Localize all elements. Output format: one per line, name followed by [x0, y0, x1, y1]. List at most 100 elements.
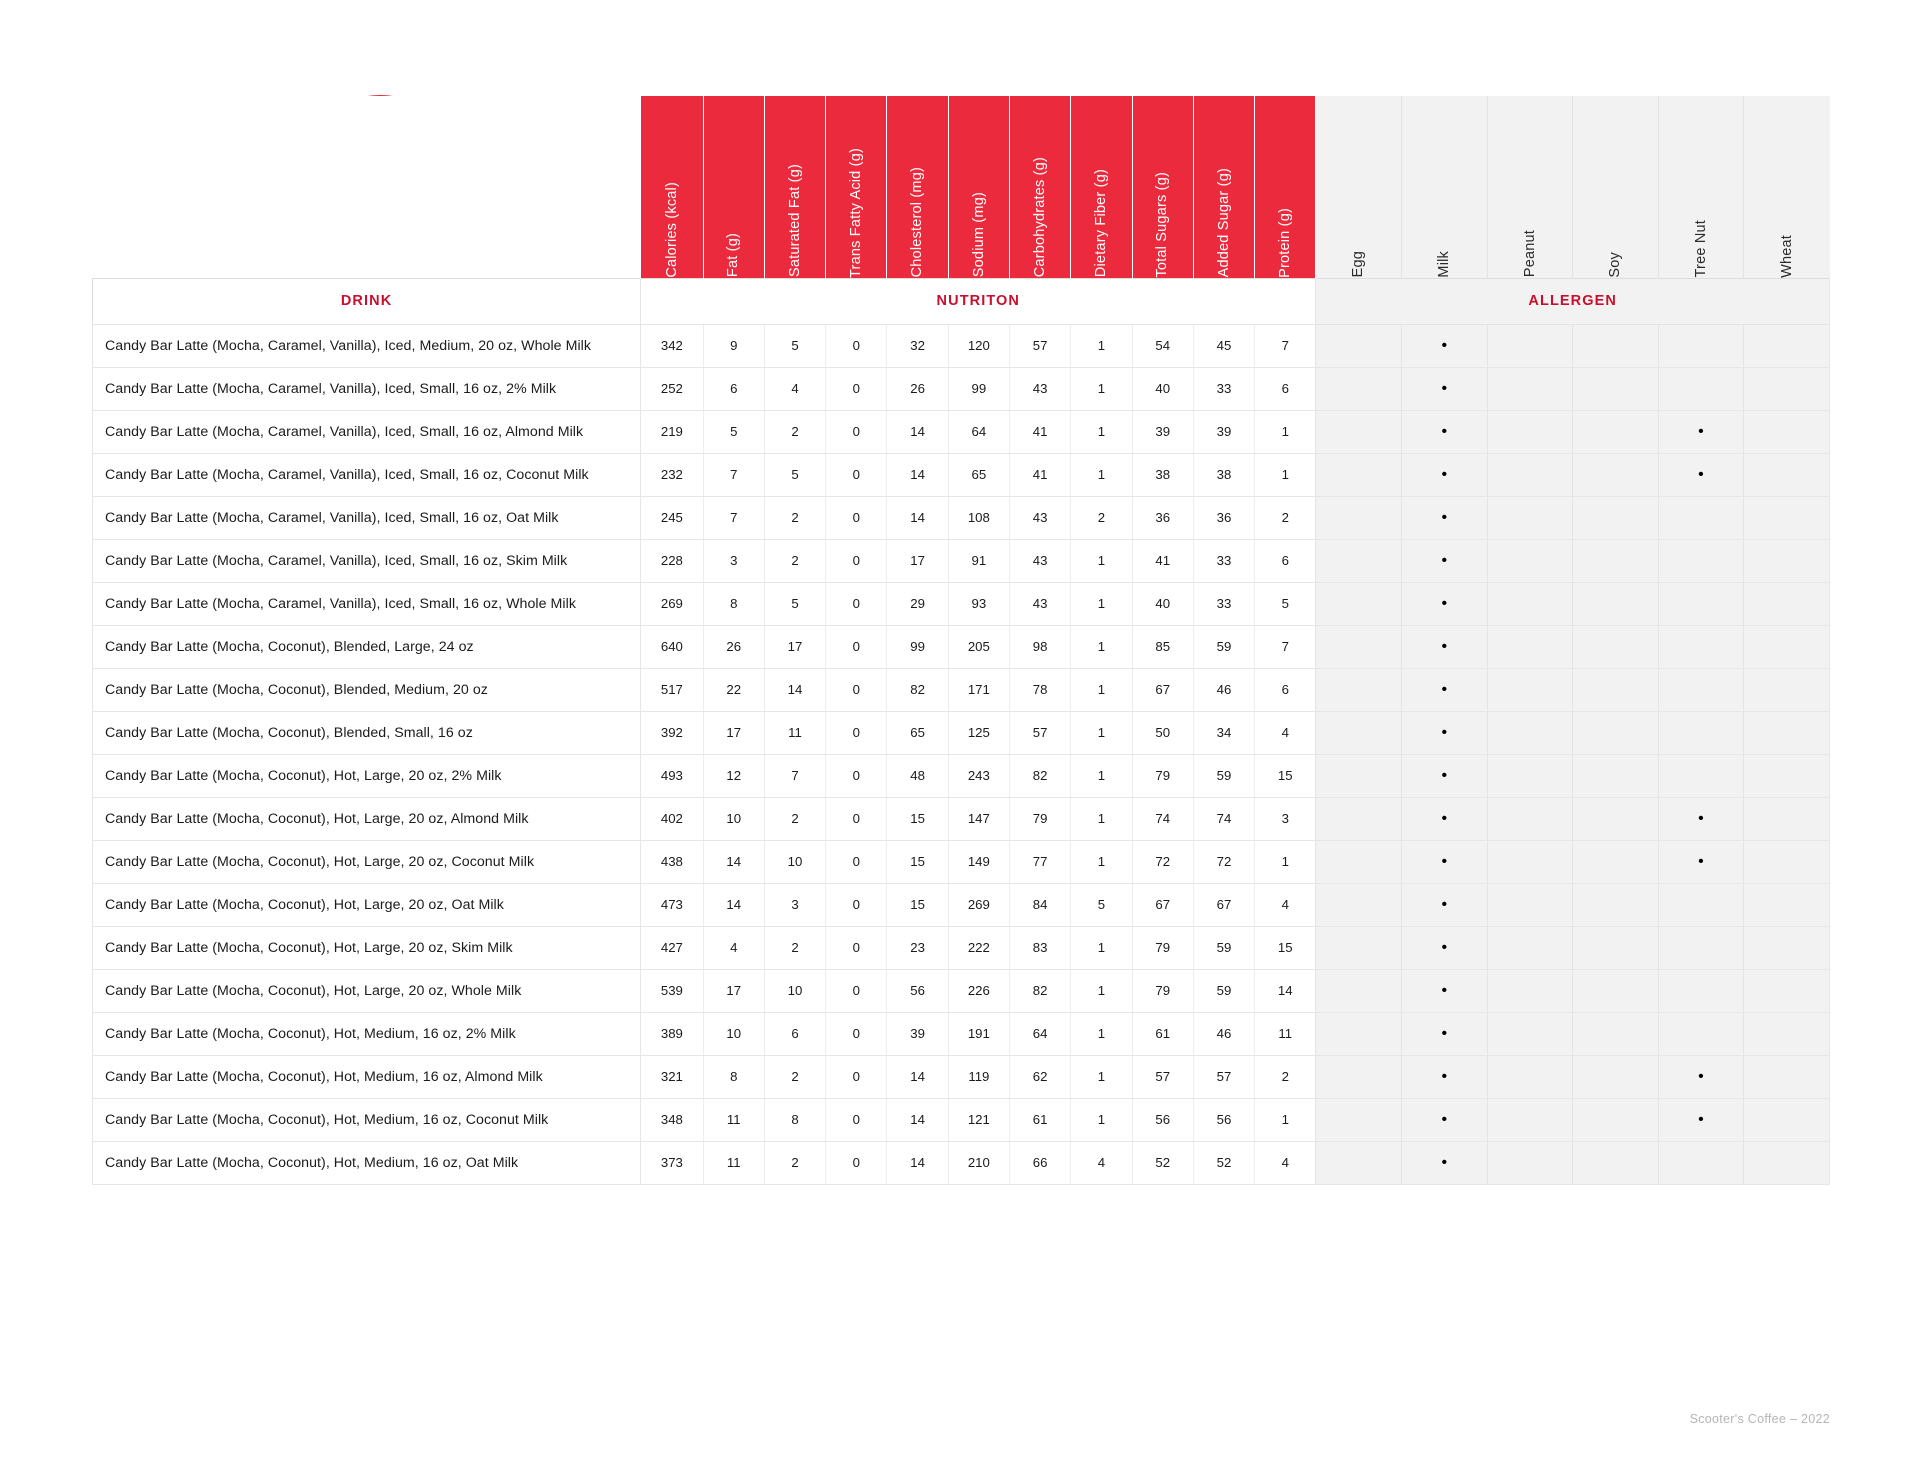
- allergen-marker-cell: [1743, 840, 1830, 884]
- nutrition-value-cell: 41: [1132, 539, 1194, 583]
- allergen-marker-cell: [1315, 883, 1402, 927]
- allergen-marker-cell: [1487, 754, 1574, 798]
- allergen-dot-icon: •: [1698, 810, 1704, 827]
- nutrition-value-cell: 79: [1132, 926, 1194, 970]
- nutrition-value-cell: 82: [1009, 754, 1072, 798]
- table-row: Candy Bar Latte (Mocha, Coconut), Blende…: [91, 668, 1830, 712]
- nutrition-value-cell: 108: [948, 496, 1011, 540]
- nutrition-value-cell: 50: [1132, 711, 1194, 755]
- allergen-marker-cell: [1315, 754, 1402, 798]
- allergen-marker-cell: [1487, 840, 1574, 884]
- nutrition-value-cell: 0: [825, 668, 888, 712]
- allergen-dot-icon: •: [1441, 595, 1448, 612]
- allergen-marker-cell: •: [1401, 453, 1488, 497]
- nutrition-value-cell: 61: [1132, 1012, 1194, 1056]
- allergen-dot-icon: •: [1441, 810, 1448, 827]
- nutrition-value-cell: 43: [1009, 582, 1072, 626]
- allergen-marker-cell: [1572, 1012, 1659, 1056]
- drink-name-cell: Candy Bar Latte (Mocha, Coconut), Blende…: [91, 668, 642, 712]
- allergen-marker-cell: [1315, 797, 1402, 841]
- nutrition-value-cell: 539: [640, 969, 704, 1013]
- allergen-dot-icon: •: [1441, 509, 1448, 526]
- table-row: Candy Bar Latte (Mocha, Coconut), Hot, M…: [91, 1055, 1830, 1099]
- nutrition-value-cell: 1: [1070, 711, 1133, 755]
- allergen-marker-cell: [1572, 410, 1659, 454]
- allergen-col-header-tree-nut: Tree Nut: [1657, 96, 1744, 278]
- allergen-marker-cell: [1743, 1055, 1830, 1099]
- allergen-marker-cell: [1315, 1055, 1402, 1099]
- nutrition-value-cell: 1: [1070, 453, 1133, 497]
- nutrition-value-cell: 0: [825, 840, 888, 884]
- drink-name-cell: Candy Bar Latte (Mocha, Coconut), Hot, L…: [91, 969, 642, 1013]
- nutrition-value-cell: 15: [886, 797, 949, 841]
- allergen-dot-icon: •: [1698, 466, 1704, 483]
- allergen-marker-cell: [1658, 324, 1745, 368]
- group-header-row: DRINK NUTRITON ALLERGEN: [91, 277, 1830, 325]
- table-row: Candy Bar Latte (Mocha, Caramel, Vanilla…: [91, 582, 1830, 626]
- allergen-marker-cell: [1487, 1012, 1574, 1056]
- table-row: Candy Bar Latte (Mocha, Coconut), Hot, M…: [91, 1141, 1830, 1185]
- nutrition-value-cell: 33: [1193, 539, 1256, 583]
- drink-name-cell: Candy Bar Latte (Mocha, Caramel, Vanilla…: [91, 410, 642, 454]
- allergen-col-header-egg: Egg: [1315, 96, 1402, 278]
- nutrition-value-cell: 10: [764, 840, 827, 884]
- allergen-dot-icon: •: [1441, 853, 1448, 870]
- nutrition-value-cell: 17: [764, 625, 827, 669]
- nutrition-value-cell: 32: [886, 324, 949, 368]
- nutrition-value-cell: 1: [1070, 969, 1133, 1013]
- nutrition-value-cell: 191: [948, 1012, 1011, 1056]
- nutrition-value-cell: 39: [1132, 410, 1194, 454]
- nutrition-value-cell: 67: [1132, 883, 1194, 927]
- nutrition-value-cell: 269: [640, 582, 704, 626]
- allergen-dot-icon: •: [1441, 724, 1448, 741]
- nutrition-value-cell: 36: [1132, 496, 1194, 540]
- table-row: Candy Bar Latte (Mocha, Coconut), Hot, L…: [91, 969, 1830, 1013]
- nutrition-value-cell: 15: [1254, 754, 1317, 798]
- allergen-marker-cell: [1487, 1098, 1574, 1142]
- nutrition-value-cell: 232: [640, 453, 704, 497]
- allergen-marker-cell: •: [1401, 840, 1488, 884]
- nutrition-value-cell: 2: [1254, 1055, 1317, 1099]
- nutrition-value-cell: 342: [640, 324, 704, 368]
- nutrition-value-cell: 83: [1009, 926, 1072, 970]
- nutrition-value-cell: 147: [948, 797, 1011, 841]
- drink-name-cell: Candy Bar Latte (Mocha, Caramel, Vanilla…: [91, 453, 642, 497]
- allergen-marker-cell: •: [1401, 1141, 1488, 1185]
- nutrition-value-cell: 1: [1070, 625, 1133, 669]
- table-row: Candy Bar Latte (Mocha, Caramel, Vanilla…: [91, 410, 1830, 454]
- allergen-marker-cell: [1743, 926, 1830, 970]
- allergen-marker-cell: •: [1401, 367, 1488, 411]
- nutrition-value-cell: 23: [886, 926, 949, 970]
- nutrition-value-cell: 517: [640, 668, 704, 712]
- allergen-dot-icon: •: [1441, 1154, 1448, 1171]
- allergen-marker-cell: [1572, 926, 1659, 970]
- allergen-marker-cell: [1572, 539, 1659, 583]
- drink-name-cell: Candy Bar Latte (Mocha, Coconut), Hot, M…: [91, 1012, 642, 1056]
- nutrition-value-cell: 4: [703, 926, 765, 970]
- drink-name-cell: Candy Bar Latte (Mocha, Coconut), Hot, L…: [91, 883, 642, 927]
- nutrition-value-cell: 1: [1070, 1055, 1133, 1099]
- nutrition-value-cell: 2: [1070, 496, 1133, 540]
- drink-name-cell: Candy Bar Latte (Mocha, Caramel, Vanilla…: [91, 367, 642, 411]
- table-row: Candy Bar Latte (Mocha, Coconut), Blende…: [91, 625, 1830, 669]
- nutrition-value-cell: 210: [948, 1141, 1011, 1185]
- nutrition-value-cell: 0: [825, 1098, 888, 1142]
- nutrition-value-cell: 14: [764, 668, 827, 712]
- allergen-dot-icon: •: [1441, 982, 1448, 999]
- nutrition-col-header-saturated-fat: Saturated Fat (g): [763, 96, 827, 278]
- nutrition-value-cell: 402: [640, 797, 704, 841]
- nutrition-value-cell: 14: [886, 496, 949, 540]
- allergen-marker-cell: [1658, 367, 1745, 411]
- nutrition-value-cell: 67: [1193, 883, 1256, 927]
- nutrition-value-cell: 473: [640, 883, 704, 927]
- nutrition-value-cell: 1: [1070, 840, 1133, 884]
- nutrition-value-cell: 228: [640, 539, 704, 583]
- nutrition-value-cell: 26: [703, 625, 765, 669]
- nutrition-value-cell: 321: [640, 1055, 704, 1099]
- allergen-marker-cell: •: [1401, 496, 1488, 540]
- nutrition-value-cell: 243: [948, 754, 1011, 798]
- nutrition-value-cell: 14: [703, 883, 765, 927]
- nutrition-value-cell: 26: [886, 367, 949, 411]
- nutrition-value-cell: 0: [825, 754, 888, 798]
- allergen-marker-cell: •: [1401, 668, 1488, 712]
